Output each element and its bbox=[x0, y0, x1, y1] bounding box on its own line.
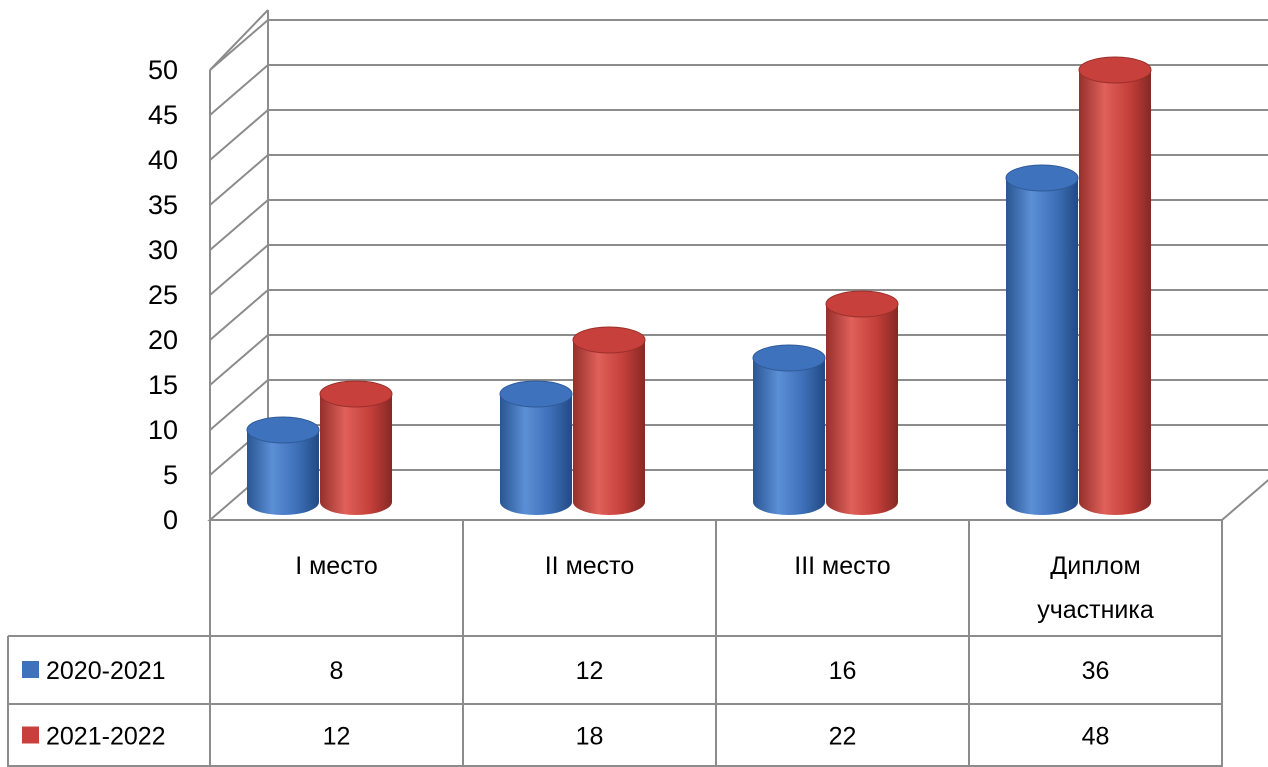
bar-2020-2021-3 bbox=[1005, 164, 1079, 515]
gridline bbox=[209, 244, 1268, 296]
table-cell-value: 16 bbox=[829, 657, 857, 685]
table-cell-value: 22 bbox=[829, 723, 857, 751]
bar-body bbox=[1079, 70, 1151, 515]
gridline bbox=[209, 64, 1268, 116]
bars-layer bbox=[246, 56, 1152, 515]
bar-top bbox=[1005, 164, 1079, 192]
table-cell-value: 8 bbox=[330, 657, 344, 685]
y-tick-label: 45 bbox=[148, 100, 178, 130]
bar-2021-2022-3 bbox=[1078, 56, 1152, 515]
y-tick-label: 0 bbox=[163, 505, 178, 535]
bar-body bbox=[826, 304, 898, 515]
bar-body bbox=[247, 430, 319, 515]
table-cell-value: 12 bbox=[323, 723, 351, 751]
y-tick-label: 50 bbox=[148, 55, 178, 85]
grid-layer: 0 5 10 15 20 25 30 35 40 45 50 bbox=[148, 9, 1268, 535]
bar-body bbox=[320, 394, 392, 515]
gridline bbox=[209, 9, 269, 71]
y-tick-label: 10 bbox=[148, 415, 178, 445]
bar-2021-2022-0 bbox=[319, 380, 393, 515]
bar-body bbox=[573, 340, 645, 515]
y-tick-label: 5 bbox=[163, 460, 178, 490]
y-tick-label: 15 bbox=[148, 370, 178, 400]
y-tick-label: 40 bbox=[148, 145, 178, 175]
table-cell-value: 12 bbox=[576, 657, 604, 685]
legend-key-2020-2021 bbox=[22, 661, 39, 678]
y-tick-label: 20 bbox=[148, 325, 178, 355]
bar-2021-2022-2 bbox=[825, 290, 899, 515]
gridline bbox=[209, 154, 1268, 206]
gridline bbox=[209, 109, 1268, 161]
x-category-label: участника bbox=[1037, 596, 1154, 624]
table-cell-value: 36 bbox=[1082, 657, 1110, 685]
x-category-label: I место bbox=[295, 552, 378, 580]
legend-label: 2020-2021 bbox=[46, 657, 166, 685]
bar-top bbox=[499, 380, 573, 408]
bar-top bbox=[319, 380, 393, 408]
gridline bbox=[209, 379, 1268, 431]
legend-label: 2021-2022 bbox=[46, 723, 166, 751]
bar-top bbox=[825, 290, 899, 318]
gridline bbox=[209, 289, 1268, 341]
bar-2020-2021-0 bbox=[246, 416, 320, 515]
bar-2020-2021-1 bbox=[499, 380, 573, 515]
bar-body bbox=[500, 394, 572, 515]
legend-key-2021-2022 bbox=[22, 726, 39, 744]
bar-2021-2022-1 bbox=[572, 326, 646, 515]
y-tick-label: 35 bbox=[148, 190, 178, 220]
x-category-label: III место bbox=[794, 552, 890, 580]
y-tick-label: 30 bbox=[148, 235, 178, 265]
table-cell-value: 48 bbox=[1082, 723, 1110, 751]
gridline bbox=[209, 334, 1268, 386]
gridline bbox=[209, 19, 1268, 71]
bar-body bbox=[753, 358, 825, 515]
bar-top bbox=[246, 416, 320, 444]
x-category-label: II место bbox=[545, 552, 635, 580]
table-cell-value: 18 bbox=[576, 723, 604, 751]
bar-2020-2021-2 bbox=[752, 344, 826, 515]
bar-top bbox=[752, 344, 826, 372]
bar-top bbox=[572, 326, 646, 354]
bar-body bbox=[1006, 178, 1078, 515]
bar-top bbox=[1078, 56, 1152, 84]
gridline bbox=[209, 199, 1268, 251]
data-table: I место II место III место Диплом участника 2… bbox=[7, 520, 1223, 767]
y-tick-label: 25 bbox=[148, 280, 178, 310]
x-category-label: Диплом bbox=[1050, 552, 1140, 580]
